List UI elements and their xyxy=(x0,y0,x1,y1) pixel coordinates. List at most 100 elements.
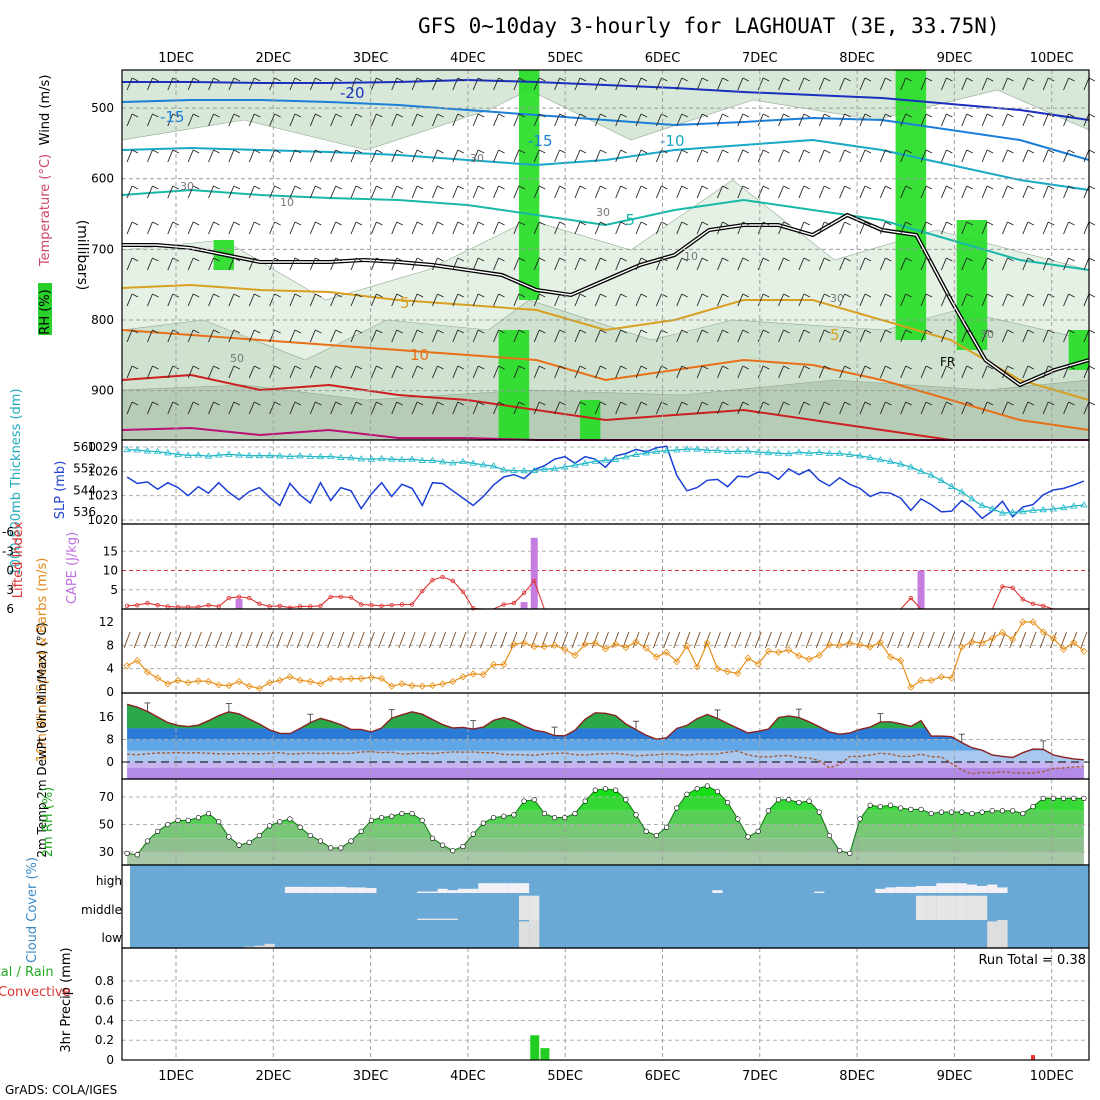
wind-barb-flag xyxy=(498,293,505,298)
wind-barb xyxy=(1063,257,1069,271)
wind-speed-marker xyxy=(693,663,701,671)
wind-barb-flag xyxy=(192,329,200,334)
wind-barb xyxy=(798,185,805,199)
wind-barb-flag xyxy=(864,329,872,334)
wind-barb xyxy=(309,365,316,379)
wind-barb-flag xyxy=(620,365,627,370)
wind-barb xyxy=(798,221,805,235)
wind-barb-flag xyxy=(457,77,465,82)
wind-barb-flag xyxy=(762,149,770,154)
rh-marker xyxy=(613,787,619,793)
wind-barb-flag xyxy=(192,77,200,82)
wind-barb xyxy=(452,257,459,271)
wind-barb-flag xyxy=(213,113,220,118)
rh-marker xyxy=(205,810,212,817)
cloud-high-bar xyxy=(915,886,927,893)
wind-barb xyxy=(269,149,276,163)
wind-barb-flag xyxy=(498,329,505,334)
rh-marker xyxy=(1030,804,1036,810)
run-total-label: Run Total = 0.38 xyxy=(978,953,1086,968)
wind-barb xyxy=(1042,77,1049,91)
wind-barb xyxy=(391,185,398,199)
wind-barb xyxy=(917,631,925,649)
rh-marker xyxy=(256,832,263,839)
thickness-marker xyxy=(754,448,762,455)
wind-barb xyxy=(1083,365,1090,379)
date-label-bottom: 6DEC xyxy=(645,1069,681,1084)
wind-barb-flag xyxy=(661,221,668,226)
thickness-marker xyxy=(550,464,559,472)
wind-barb xyxy=(144,631,151,649)
rh-marker xyxy=(898,805,904,811)
wind-barb xyxy=(126,77,133,91)
wind-barb xyxy=(737,221,744,235)
wind-barb-flag xyxy=(1088,113,1096,118)
cloud-middle-bar xyxy=(926,895,937,920)
wind-barb xyxy=(920,401,927,415)
thickness-tick-label: 552 xyxy=(73,462,96,476)
wind-barb xyxy=(228,329,235,343)
wind-barb-flag xyxy=(437,221,444,226)
wind-barb xyxy=(615,113,622,127)
wind-barb-flag xyxy=(946,149,953,154)
wind-speed-marker xyxy=(347,675,355,683)
lifted-index-marker xyxy=(328,594,333,600)
wind-barb-flag xyxy=(254,401,261,406)
wind-speed-marker xyxy=(601,645,610,653)
wind-barb xyxy=(920,329,927,343)
thickness-marker xyxy=(683,445,691,452)
wind-barb-flag xyxy=(213,329,220,334)
wind-barb xyxy=(737,329,744,343)
wind-barb-flag xyxy=(701,329,709,334)
wind-barb-flag xyxy=(172,401,180,406)
rh-marker xyxy=(1071,795,1077,801)
wind-barb xyxy=(187,77,194,91)
wind-speed-marker xyxy=(479,670,487,679)
wind-barb xyxy=(500,631,508,649)
wind-barb-flag xyxy=(701,77,709,82)
wind-barb-flag xyxy=(1007,293,1014,298)
cloud-middle-bar xyxy=(977,895,988,920)
wind-barb-flag xyxy=(1068,149,1075,154)
wind-barb xyxy=(676,221,683,235)
wind-barb-flag xyxy=(824,185,831,190)
wind-barb xyxy=(147,77,153,91)
rh-marker xyxy=(399,810,405,817)
wind-barb xyxy=(1083,329,1090,343)
wind-barb-flag xyxy=(905,329,912,334)
wind-barb-flag xyxy=(539,185,546,190)
wind-speed-marker xyxy=(276,676,284,684)
pressure-tick-label: 700 xyxy=(91,242,114,256)
wind-barb xyxy=(839,185,846,199)
wind-barb xyxy=(187,221,194,235)
wind-barb xyxy=(968,631,976,649)
wind-barb xyxy=(1063,401,1069,415)
wind-barb xyxy=(1063,329,1069,343)
thickness-line xyxy=(127,448,1084,514)
precip-tick-label: 0.4 xyxy=(95,1013,114,1027)
wind-speed-marker xyxy=(622,644,630,652)
wind-barb xyxy=(123,631,131,649)
wind-barb xyxy=(1002,293,1008,307)
wind-barb xyxy=(432,293,438,307)
wind-barb xyxy=(391,401,398,415)
wind-barb xyxy=(602,631,609,649)
wind-barb xyxy=(248,293,255,307)
wind-barb xyxy=(378,631,385,649)
wind-barb xyxy=(798,293,805,307)
cloud-low-bar xyxy=(264,943,275,948)
wind-barb-flag xyxy=(620,185,627,190)
wind-barb xyxy=(533,113,540,127)
wind-barb xyxy=(737,149,744,163)
wind-barb xyxy=(818,149,825,163)
rh-contour-label: 30 xyxy=(596,206,610,219)
wind-barb-flag xyxy=(559,329,566,334)
wind-speed-marker xyxy=(1070,638,1078,646)
thickness-marker xyxy=(835,449,844,456)
wind-barb xyxy=(554,221,561,235)
thickness-marker xyxy=(958,488,966,495)
wind-speed-marker xyxy=(459,673,467,681)
wind-barb xyxy=(961,365,968,379)
li-tick-label: -3 xyxy=(2,544,14,558)
wind-barb xyxy=(757,113,764,127)
